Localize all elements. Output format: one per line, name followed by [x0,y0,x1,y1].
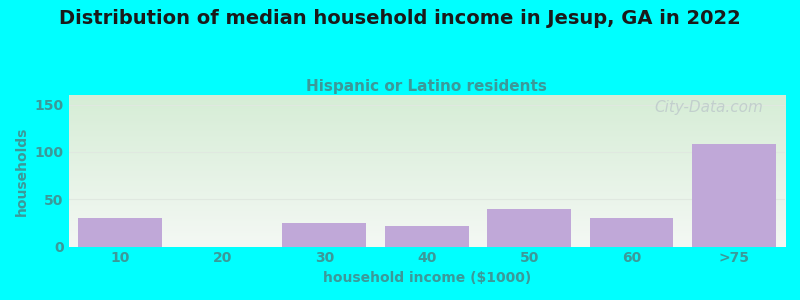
Title: Hispanic or Latino residents: Hispanic or Latino residents [306,79,547,94]
Y-axis label: households: households [15,126,29,216]
Text: City-Data.com: City-Data.com [654,100,763,115]
Bar [487,209,571,247]
Text: Distribution of median household income in Jesup, GA in 2022: Distribution of median household income … [59,9,741,28]
Bar [282,223,366,247]
Bar [590,218,674,247]
Bar [692,144,776,247]
X-axis label: household income ($1000): household income ($1000) [322,271,531,285]
Bar [78,218,162,247]
Bar [385,226,469,247]
